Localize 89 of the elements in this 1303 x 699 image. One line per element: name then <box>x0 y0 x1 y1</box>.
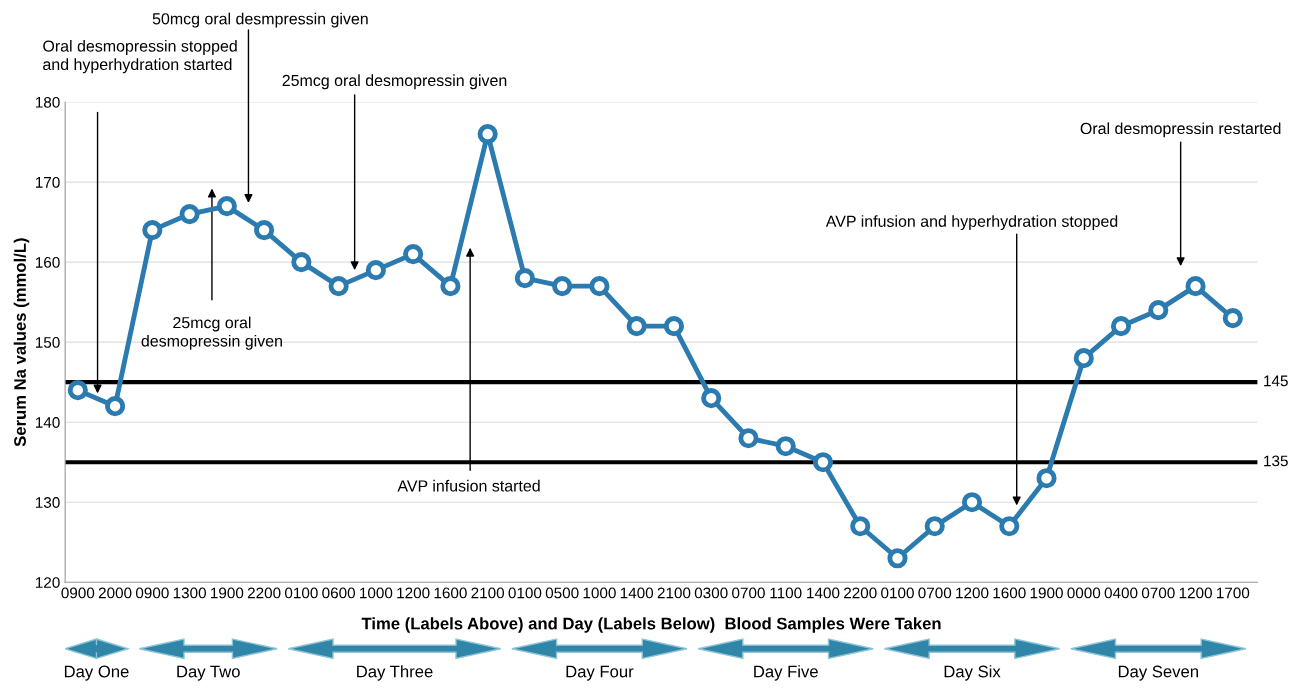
point <box>552 276 573 297</box>
x-tick-label: 0400 <box>1104 587 1138 599</box>
point <box>738 428 759 449</box>
x-tick-label: 0900 <box>61 587 95 599</box>
point <box>67 380 88 401</box>
text: Day Seven <box>1118 665 1198 681</box>
point <box>254 220 275 241</box>
x-tick-label: 1900 <box>211 587 244 599</box>
point <box>1222 308 1243 329</box>
point <box>924 516 945 537</box>
x-tick-label: 0100 <box>284 587 318 599</box>
x-tick-label: 0500 <box>545 587 579 599</box>
annotation: Oral desmopressin restarted <box>1080 122 1281 138</box>
text: Day Four <box>566 665 634 681</box>
point <box>812 452 834 473</box>
point <box>142 220 163 241</box>
x-tick-label: 0900 <box>135 587 169 599</box>
x-tick-label: 0700 <box>1141 587 1175 599</box>
y-tick-label: 130 <box>35 497 60 508</box>
text: Day Six <box>944 665 1001 681</box>
y-tick-label: 170 <box>35 176 60 188</box>
text: Day One <box>64 665 129 681</box>
x-tick-label: 2100 <box>471 587 505 599</box>
point <box>775 436 796 457</box>
annotation: 25mcg oral desmopressin given <box>141 316 282 350</box>
ref-line-label: 135 <box>1264 455 1288 467</box>
x-tick-label: 1200 <box>397 587 430 599</box>
x-tick-label: 0700 <box>732 587 765 599</box>
y-tick-label: 140 <box>35 417 60 428</box>
point <box>1148 300 1169 321</box>
point <box>477 124 498 145</box>
y-axis-title: Serum Na values (mmol/L) <box>13 238 30 447</box>
y-tick-label: 160 <box>35 256 60 268</box>
point <box>440 276 461 297</box>
x-tick-label: 0600 <box>322 587 356 599</box>
x-tick-label: 1600 <box>434 587 467 599</box>
x-tick-label: 2200 <box>844 587 877 599</box>
x-tick-label: 1300 <box>173 587 206 599</box>
x-tick-label: 2000 <box>98 587 132 599</box>
annotation: AVP infusion started <box>397 479 540 492</box>
point <box>1110 316 1132 337</box>
point <box>291 252 312 273</box>
x-tick-label: 2200 <box>247 587 281 599</box>
annotation: AVP infusion and hyperhydration stopped <box>825 215 1118 231</box>
x-tick-label: 1200 <box>956 587 989 599</box>
y-tick-label: 120 <box>35 577 60 588</box>
point <box>514 268 535 289</box>
x-axis-title: Time (Labels Above) and Day (Labels Below) Blood Samples Were Taken <box>361 617 941 633</box>
text: Oral desmopressin stopped and hyperhydration started <box>43 39 237 74</box>
text: Day Two <box>177 665 240 681</box>
point <box>1036 468 1057 489</box>
point <box>216 196 237 217</box>
text: 50mcg oral desmpressin given <box>152 12 368 28</box>
x-tick-label: 1100 <box>770 587 802 599</box>
point <box>663 316 685 337</box>
ref-line-label: 145 <box>1264 375 1288 387</box>
x-tick-label: 1400 <box>620 587 654 599</box>
y-tick-label: 150 <box>35 337 60 348</box>
point <box>1185 276 1206 297</box>
point <box>105 396 126 417</box>
point <box>626 316 647 337</box>
x-tick-label: 2100 <box>657 587 691 599</box>
x-tick-label: 0000 <box>1067 587 1101 599</box>
text: Day Three <box>357 665 433 681</box>
point <box>365 260 386 281</box>
point <box>328 276 349 297</box>
y-tick-label: 180 <box>35 96 60 108</box>
text: 25mcg oral desmopressin given <box>282 74 507 90</box>
point <box>701 388 722 409</box>
point <box>1073 348 1094 369</box>
x-tick-label: 1900 <box>1030 587 1063 599</box>
x-tick-label: 0100 <box>508 587 542 599</box>
x-tick-label: 1000 <box>583 587 616 599</box>
point <box>999 516 1020 537</box>
point <box>961 492 983 513</box>
x-tick-label: 1700 <box>1216 587 1250 599</box>
x-tick-label: 0100 <box>881 587 914 599</box>
point <box>850 516 871 537</box>
x-tick-label: 1600 <box>993 587 1026 599</box>
x-tick-label: 1000 <box>360 587 393 599</box>
point <box>887 548 908 569</box>
x-tick-label: 0700 <box>918 587 952 599</box>
point <box>403 244 424 265</box>
x-tick-label: 1200 <box>1179 587 1212 599</box>
point <box>179 204 200 225</box>
x-tick-label: 0300 <box>694 587 728 599</box>
x-tick-label: 1400 <box>807 587 840 599</box>
text: Day Five <box>754 665 818 681</box>
point <box>589 276 610 297</box>
